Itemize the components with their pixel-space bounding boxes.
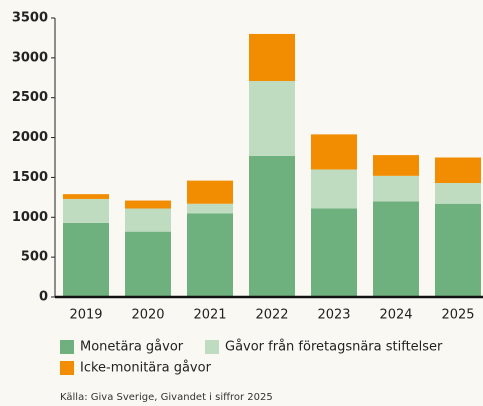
y-tick-label: 0 [39, 290, 48, 305]
bar-segment [249, 80, 295, 156]
bar-segment [125, 231, 171, 297]
bar-segment [63, 194, 109, 199]
legend-label: Gåvor från företagsnära stiftelser [225, 340, 443, 355]
x-tick-label: 2019 [69, 308, 102, 323]
bar-segment [249, 33, 295, 81]
legend-label: Icke-monitära gåvor [80, 361, 212, 376]
legend-swatch [60, 361, 74, 375]
bar-segment [311, 134, 357, 170]
bar-segment [187, 213, 233, 297]
bar-segment [125, 200, 171, 209]
source: Källa: Giva Sverige, Givandet i siffror … [60, 392, 273, 403]
y-tick-label: 2500 [12, 90, 48, 105]
x-tick-label: 2025 [441, 308, 474, 323]
legend-swatch [60, 340, 74, 354]
y-tick-label: 2000 [12, 130, 48, 145]
y-tick-label: 3000 [12, 50, 48, 65]
bar-segment [435, 183, 481, 204]
bar-segment [125, 208, 171, 232]
bar-segment [63, 198, 109, 223]
bar-segment [311, 169, 357, 209]
bar-segment [373, 155, 419, 176]
y-tick-label: 1000 [12, 210, 48, 225]
y-tick-label: 500 [21, 250, 48, 265]
y-tick-label: 3500 [12, 11, 48, 26]
y-tick-label: 1500 [12, 170, 48, 185]
bar-segment [187, 180, 233, 204]
x-tick-label: 2024 [379, 308, 412, 323]
bar-segment [249, 155, 295, 297]
legend-swatch [205, 340, 219, 354]
x-tick-label: 2023 [317, 308, 350, 323]
bar-segment [373, 201, 419, 297]
x-tick-label: 2022 [255, 308, 288, 323]
legend-label: Monetära gåvor [80, 340, 184, 355]
x-tick-label: 2020 [131, 308, 164, 323]
bar-segment [63, 222, 109, 297]
bar-segment [435, 203, 481, 297]
bar-segment [311, 208, 357, 297]
bar-segment [187, 203, 233, 214]
bar-segment [435, 157, 481, 184]
bar-segment [373, 175, 419, 202]
x-tick-label: 2021 [193, 308, 226, 323]
